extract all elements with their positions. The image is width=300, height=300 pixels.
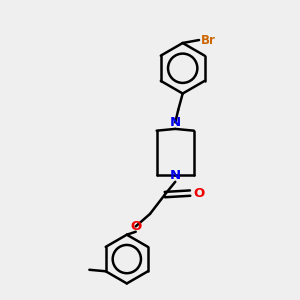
Text: N: N	[170, 116, 181, 129]
Text: N: N	[170, 169, 181, 182]
Text: O: O	[194, 187, 205, 200]
Text: Br: Br	[200, 34, 215, 46]
Text: O: O	[130, 220, 141, 233]
